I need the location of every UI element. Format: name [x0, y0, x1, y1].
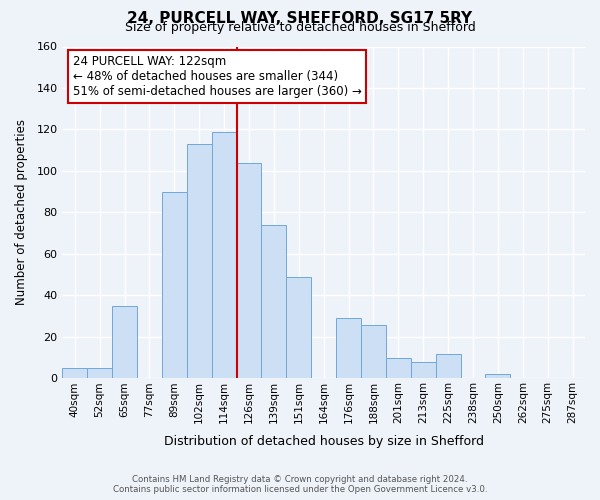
Bar	[361, 324, 386, 378]
Text: 24, PURCELL WAY, SHEFFORD, SG17 5RY: 24, PURCELL WAY, SHEFFORD, SG17 5RY	[127, 11, 473, 26]
Bar	[62, 368, 87, 378]
Bar	[286, 277, 311, 378]
X-axis label: Distribution of detached houses by size in Shefford: Distribution of detached houses by size …	[164, 434, 484, 448]
Bar	[236, 162, 262, 378]
Bar	[262, 225, 286, 378]
Bar	[112, 306, 137, 378]
Text: 24 PURCELL WAY: 122sqm
← 48% of detached houses are smaller (344)
51% of semi-de: 24 PURCELL WAY: 122sqm ← 48% of detached…	[73, 55, 362, 98]
Y-axis label: Number of detached properties: Number of detached properties	[15, 120, 28, 306]
Bar	[411, 362, 436, 378]
Bar	[87, 368, 112, 378]
Bar	[212, 132, 236, 378]
Bar	[386, 358, 411, 378]
Bar	[162, 192, 187, 378]
Bar	[436, 354, 461, 378]
Text: Size of property relative to detached houses in Shefford: Size of property relative to detached ho…	[125, 21, 475, 34]
Bar	[187, 144, 212, 378]
Text: Contains HM Land Registry data © Crown copyright and database right 2024.
Contai: Contains HM Land Registry data © Crown c…	[113, 474, 487, 494]
Bar	[336, 318, 361, 378]
Bar	[485, 374, 511, 378]
